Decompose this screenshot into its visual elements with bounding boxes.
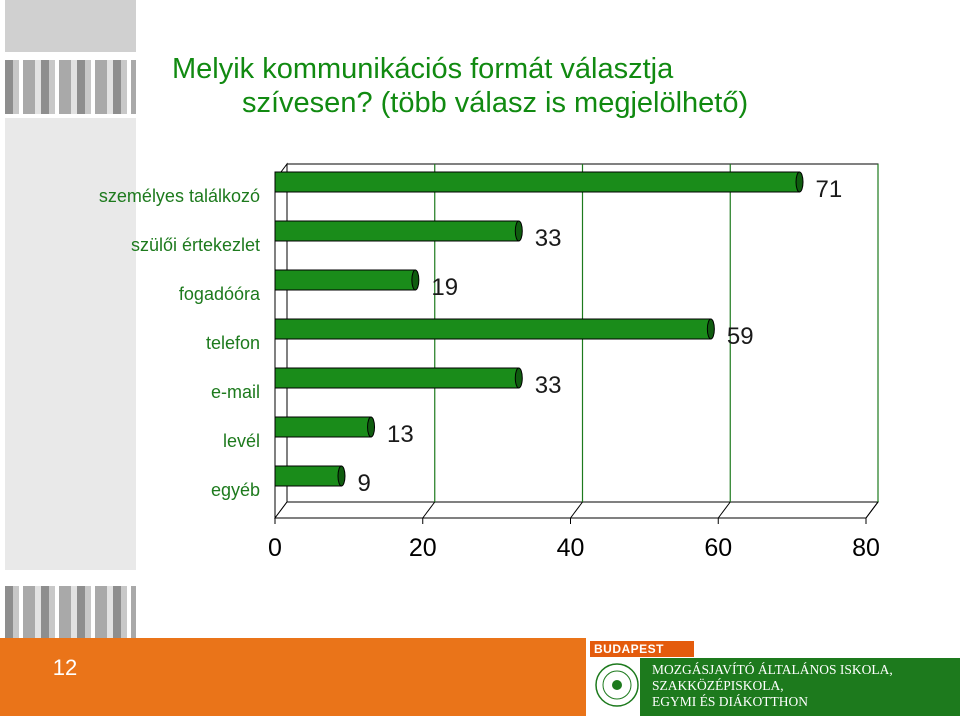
category-label: levél bbox=[223, 431, 260, 451]
data-label: 9 bbox=[357, 470, 370, 497]
data-label: 13 bbox=[387, 421, 414, 448]
bar-end-cap bbox=[367, 416, 376, 438]
left-decor-stripes bbox=[5, 60, 136, 114]
bar-chart: 0 20 40 60 80 személyes találkozó 71 szülői ért… bbox=[99, 162, 880, 562]
left-decor-panel-main bbox=[5, 118, 136, 570]
bar bbox=[274, 465, 342, 487]
slide-title: Melyik kommunikációs formát választja sz… bbox=[172, 52, 932, 120]
budapest-logo: BUDAPEST bbox=[590, 641, 694, 657]
slide-title-line1: Melyik kommunikációs formát választja bbox=[172, 53, 674, 85]
bar-end-cap bbox=[706, 318, 715, 340]
left-decor-panel-top bbox=[5, 0, 136, 52]
school-name-line3: EGYMI ÉS DIÁKOTTHON bbox=[652, 694, 808, 709]
slide-title-line2: szívesen? (több válasz is megjelölhető) bbox=[242, 87, 749, 119]
data-label: 59 bbox=[727, 323, 754, 350]
bar-end-cap bbox=[411, 269, 420, 291]
category-label: e-mail bbox=[211, 382, 260, 402]
bar bbox=[274, 416, 372, 438]
school-seal-icon bbox=[595, 663, 639, 707]
bar-end-cap bbox=[337, 465, 346, 487]
plot-side-wall bbox=[274, 162, 288, 520]
gridline-floor bbox=[422, 501, 436, 519]
x-tick-label: 80 bbox=[852, 534, 880, 562]
data-label: 33 bbox=[535, 372, 562, 399]
data-label: 19 bbox=[431, 274, 458, 301]
x-tick-label: 0 bbox=[268, 534, 282, 562]
gridline-floor bbox=[570, 501, 583, 519]
bar-end-cap bbox=[514, 367, 523, 389]
gridline-floor bbox=[717, 501, 731, 519]
x-tick-label: 40 bbox=[557, 534, 585, 562]
school-name: MOZGÁSJAVÍTÓ ÁLTALÁNOS ISKOLA, SZAKKÖZÉP… bbox=[652, 662, 893, 710]
page-number: 12 bbox=[52, 655, 78, 680]
left-decor-stripes-bottom bbox=[5, 586, 136, 638]
category-label: telefon bbox=[206, 333, 260, 353]
bar bbox=[274, 269, 416, 291]
category-label: egyéb bbox=[211, 480, 260, 500]
category-label: személyes találkozó bbox=[99, 186, 260, 206]
bar-end-cap bbox=[514, 220, 523, 242]
school-name-line2: SZAKKÖZÉPISKOLA, bbox=[652, 678, 784, 693]
data-label: 71 bbox=[816, 176, 843, 203]
bar bbox=[274, 367, 520, 389]
school-name-band bbox=[640, 658, 960, 716]
school-name-line1: MOZGÁSJAVÍTÓ ÁLTALÁNOS ISKOLA, bbox=[652, 662, 893, 677]
gridline-floor bbox=[865, 501, 879, 519]
bar bbox=[274, 220, 520, 242]
bar bbox=[274, 318, 712, 340]
category-label: fogadóóra bbox=[179, 284, 261, 304]
data-label: 33 bbox=[535, 225, 562, 252]
bar bbox=[274, 171, 801, 193]
x-tick-label: 60 bbox=[704, 534, 732, 562]
bar-end-cap bbox=[795, 171, 804, 193]
x-tick-label: 20 bbox=[409, 534, 437, 562]
category-label: szülői értekezlet bbox=[131, 235, 260, 255]
